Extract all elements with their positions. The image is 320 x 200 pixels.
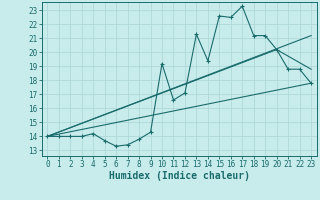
X-axis label: Humidex (Indice chaleur): Humidex (Indice chaleur) [109, 171, 250, 181]
